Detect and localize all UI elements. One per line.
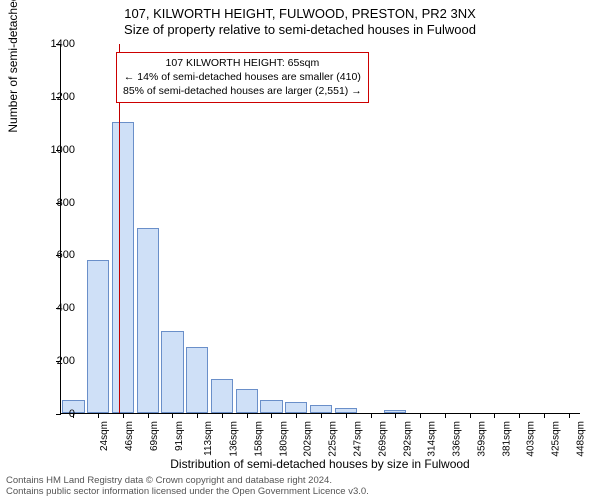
xtick-mark — [569, 413, 570, 418]
xtick-mark — [271, 413, 272, 418]
info-box-line3: 85% of semi-detached houses are larger (… — [123, 84, 362, 98]
xtick-mark — [494, 413, 495, 418]
xtick-mark — [544, 413, 545, 418]
xtick-mark — [123, 413, 124, 418]
histogram-bar — [260, 400, 282, 413]
xtick-mark — [519, 413, 520, 418]
info-box-line1: 107 KILWORTH HEIGHT: 65sqm — [123, 56, 362, 70]
footer-line2: Contains public sector information licen… — [6, 486, 369, 497]
xtick-label: 158sqm — [254, 421, 265, 457]
xtick-mark — [98, 413, 99, 418]
xtick-mark — [296, 413, 297, 418]
xtick-label: 314sqm — [427, 421, 438, 457]
ytick-label: 800 — [35, 197, 75, 209]
plot-area: 107 KILWORTH HEIGHT: 65sqm← 14% of semi-… — [60, 44, 580, 414]
histogram-bar — [186, 347, 208, 413]
xtick-label: 113sqm — [203, 421, 214, 456]
footer-line1: Contains HM Land Registry data © Crown c… — [6, 475, 369, 486]
ytick-label: 0 — [35, 408, 75, 420]
xtick-label: 359sqm — [476, 421, 487, 457]
y-axis-label: Number of semi-detached properties — [6, 0, 20, 133]
chart-title-line2: Size of property relative to semi-detach… — [0, 22, 600, 37]
histogram-bar — [211, 379, 233, 413]
xtick-label: 448sqm — [575, 421, 586, 457]
property-size-histogram: 107, KILWORTH HEIGHT, FULWOOD, PRESTON, … — [0, 0, 600, 500]
xtick-label: 46sqm — [124, 421, 135, 451]
xtick-mark — [346, 413, 347, 418]
xtick-mark — [222, 413, 223, 418]
xtick-mark — [321, 413, 322, 418]
histogram-bar — [161, 331, 183, 413]
xtick-label: 180sqm — [278, 421, 289, 457]
xtick-mark — [371, 413, 372, 418]
xtick-mark — [420, 413, 421, 418]
xtick-mark — [197, 413, 198, 418]
xtick-label: 136sqm — [229, 421, 240, 457]
chart-title-line1: 107, KILWORTH HEIGHT, FULWOOD, PRESTON, … — [0, 6, 600, 21]
xtick-label: 225sqm — [328, 421, 339, 457]
info-box-line2: ← 14% of semi-detached houses are smalle… — [123, 70, 362, 84]
ytick-label: 200 — [35, 355, 75, 367]
xtick-label: 91sqm — [174, 421, 185, 451]
histogram-bar — [285, 402, 307, 413]
xtick-mark — [445, 413, 446, 418]
histogram-bar — [236, 389, 258, 413]
histogram-bar — [310, 405, 332, 413]
xtick-label: 269sqm — [377, 421, 388, 457]
xtick-mark — [247, 413, 248, 418]
xtick-label: 381sqm — [501, 421, 512, 457]
histogram-bar — [137, 228, 159, 413]
histogram-bar — [112, 122, 134, 413]
xtick-mark — [395, 413, 396, 418]
xtick-label: 403sqm — [526, 421, 537, 457]
xtick-label: 425sqm — [551, 421, 562, 457]
xtick-label: 336sqm — [452, 421, 463, 457]
info-box: 107 KILWORTH HEIGHT: 65sqm← 14% of semi-… — [116, 52, 369, 103]
ytick-label: 1000 — [35, 144, 75, 156]
x-axis-label: Distribution of semi-detached houses by … — [60, 457, 580, 471]
ytick-label: 1200 — [35, 91, 75, 103]
xtick-mark — [148, 413, 149, 418]
histogram-bar — [87, 260, 109, 413]
xtick-label: 292sqm — [402, 421, 413, 457]
footer-attribution: Contains HM Land Registry data © Crown c… — [6, 475, 369, 498]
xtick-label: 202sqm — [303, 421, 314, 457]
ytick-label: 600 — [35, 249, 75, 261]
ytick-label: 1400 — [35, 38, 75, 50]
xtick-label: 24sqm — [99, 421, 110, 451]
xtick-mark — [172, 413, 173, 418]
xtick-label: 69sqm — [149, 421, 160, 451]
xtick-label: 247sqm — [353, 421, 364, 457]
xtick-mark — [470, 413, 471, 418]
ytick-label: 400 — [35, 302, 75, 314]
